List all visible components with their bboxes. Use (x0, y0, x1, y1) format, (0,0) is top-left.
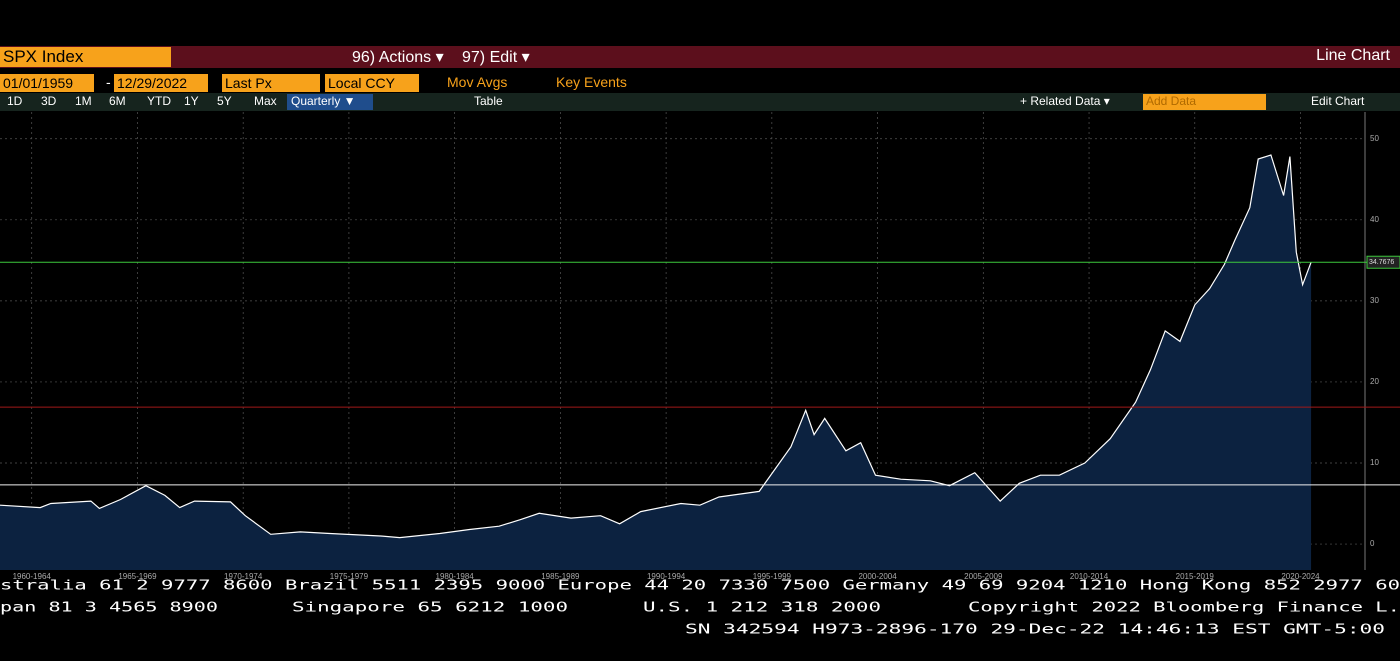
start-date[interactable]: 01/01/1959 (0, 74, 94, 92)
area (0, 155, 1312, 570)
period-button[interactable]: 5Y (217, 94, 232, 108)
period-button[interactable]: 6M (109, 94, 126, 108)
title-bar (0, 46, 1400, 68)
x-tick-label: 1995-1999 (753, 572, 792, 581)
footer-line: pan 81 3 4565 8900 (0, 601, 218, 616)
x-tick-label: 1965-1969 (118, 572, 157, 581)
period-button[interactable]: Max (254, 94, 277, 108)
x-tick-label: 2020-2024 (1281, 572, 1320, 581)
mov-avgs[interactable]: Mov Avgs (447, 74, 508, 90)
x-tick-label: 2010-2014 (1070, 572, 1109, 581)
last-value-box (1366, 255, 1400, 269)
currency-select[interactable]: Local CCY (325, 74, 419, 92)
x-tick-label: 1990-1994 (647, 572, 686, 581)
last-value-label: 34.7676 (1369, 259, 1394, 266)
y-tick-label: 30 (1370, 296, 1379, 305)
key-events[interactable]: Key Events (556, 74, 627, 90)
x-tick-label: 1985-1989 (541, 572, 580, 581)
period-button[interactable]: 1Y (184, 94, 199, 108)
line (0, 154, 1312, 539)
footer-line: SN 342594 H973-2896-170 29-Dec-22 14:46:… (685, 623, 1385, 638)
y-tick-label: 0 (1370, 539, 1375, 548)
x-tick-label: 2015-2019 (1176, 572, 1215, 581)
period-button[interactable]: YTD (147, 94, 171, 108)
date-separator: - (106, 74, 111, 90)
edit-chart[interactable]: Edit Chart (1311, 94, 1365, 108)
add-data[interactable]: Add Data (1143, 94, 1266, 110)
related-data[interactable]: + Related Data ▾ (1020, 94, 1110, 108)
y-tick-label: 50 (1370, 134, 1379, 143)
x-tick-label: 1980-1984 (436, 572, 475, 581)
y-tick-label: 40 (1370, 215, 1379, 224)
ticker[interactable]: SPX Index (0, 47, 171, 67)
footer-line: U.S. 1 212 318 2000 (643, 601, 881, 616)
y-tick-label: 10 (1370, 458, 1379, 467)
footer-line: Singapore 65 6212 1000 (292, 601, 568, 616)
x-tick-label: 1960-1964 (13, 572, 52, 581)
y-tick-label: 20 (1370, 377, 1379, 386)
x-tick-label: 2005-2009 (964, 572, 1003, 581)
period-button[interactable]: 3D (41, 94, 57, 108)
x-tick-label: 1970-1974 (224, 572, 263, 581)
view-title: Line Chart (1316, 47, 1390, 64)
x-tick-label: 1975-1979 (330, 572, 369, 581)
table-button[interactable]: Table (474, 94, 503, 108)
frequency[interactable]: Quarterly ▼ (287, 94, 373, 110)
x-tick-label: 2000-2004 (858, 572, 897, 581)
footer-line: Copyright 2022 Bloomberg Finance L. (968, 601, 1400, 616)
period-button[interactable]: 1D (7, 94, 23, 108)
period-button[interactable]: 1M (75, 94, 92, 108)
end-date[interactable]: 12/29/2022 (114, 74, 208, 92)
edit-menu[interactable]: 97) Edit ▾ (462, 49, 530, 66)
actions-menu[interactable]: 96) Actions ▾ (352, 49, 444, 66)
footer-line: stralia 61 2 9777 8600 Brazil 5511 2395 … (0, 579, 1400, 594)
field-select[interactable]: Last Px (222, 74, 320, 92)
